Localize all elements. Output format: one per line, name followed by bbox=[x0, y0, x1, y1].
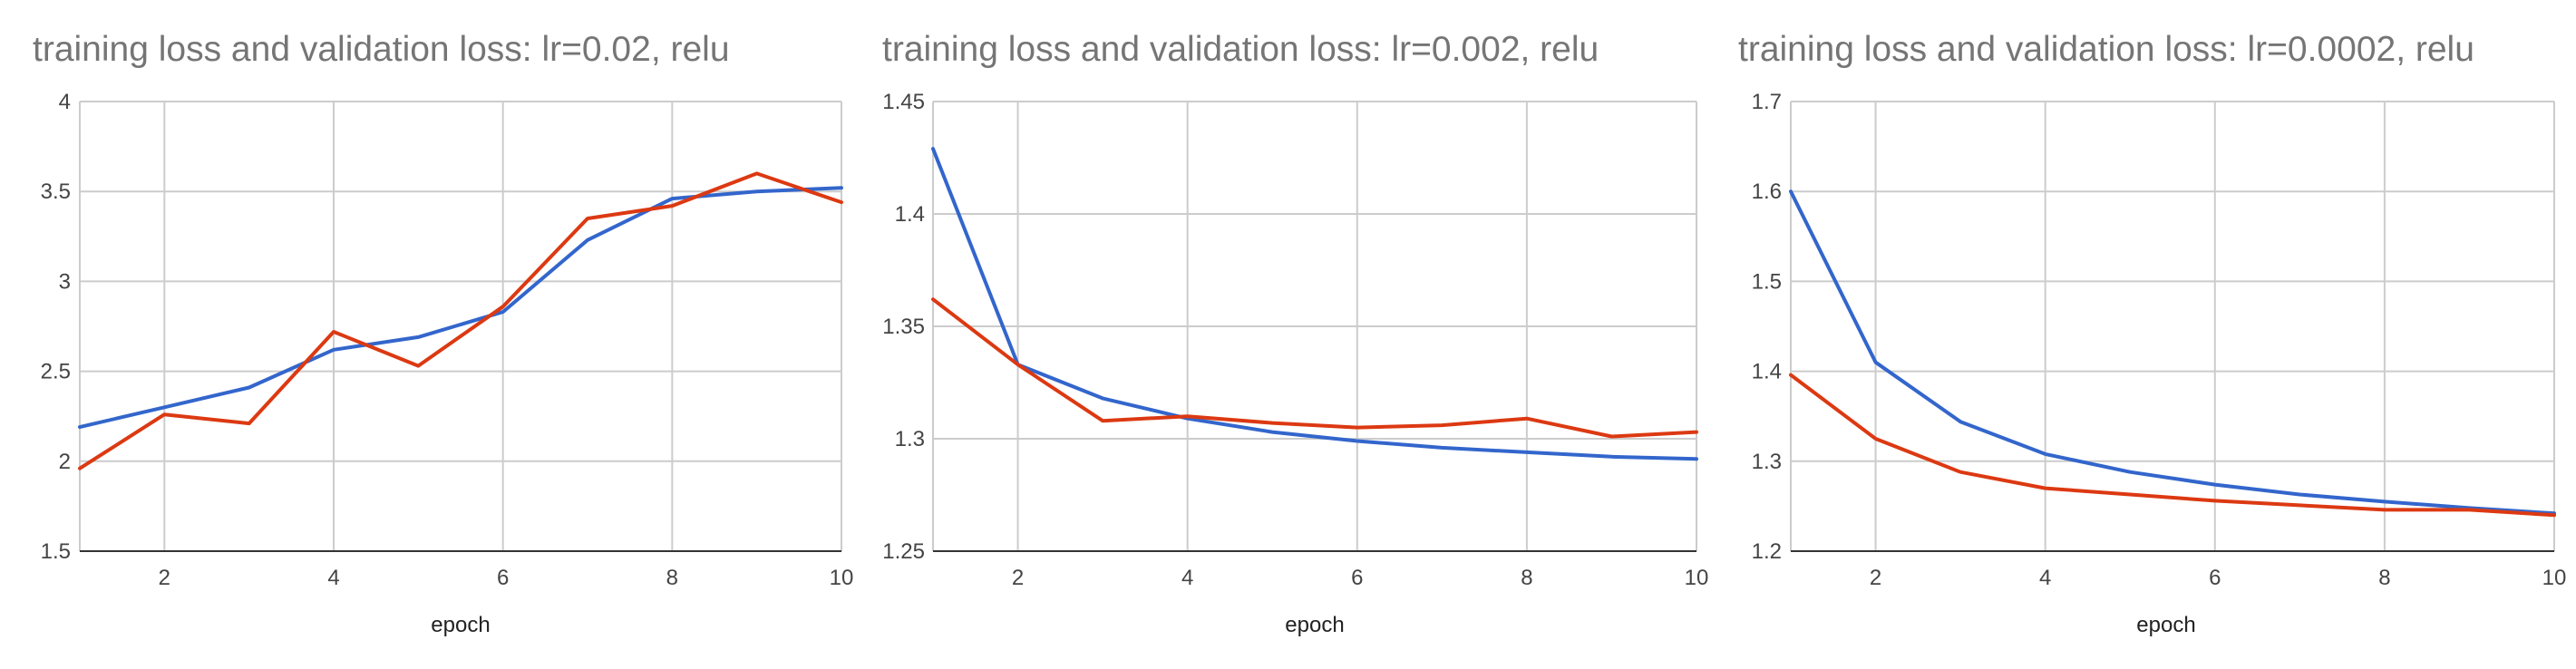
x-tick-label: 2 bbox=[159, 566, 170, 590]
chart-panel-lr-0.002: training loss and validation loss: lr=0.… bbox=[852, 0, 1709, 669]
series-layer bbox=[78, 171, 843, 470]
y-tick-label: 3.5 bbox=[41, 179, 71, 204]
grid-layer bbox=[932, 101, 1697, 552]
grid-layer bbox=[1790, 101, 2555, 552]
x-tick-label: 8 bbox=[2378, 566, 2390, 590]
tick-layer: 2 4 6 8 10 1.5 2 2.5 3 3.5 4 bbox=[41, 90, 854, 590]
x-tick-label: 10 bbox=[830, 566, 854, 590]
x-tick-label: 4 bbox=[327, 566, 339, 590]
y-tick-label: 1.7 bbox=[1752, 90, 1782, 114]
x-axis-label: epoch bbox=[1285, 613, 1344, 637]
chart-title: training loss and validation loss: lr=0.… bbox=[882, 30, 1599, 69]
y-tick-label: 1.4 bbox=[1752, 360, 1782, 384]
y-tick-label: 1.3 bbox=[895, 427, 925, 451]
series-line-validation-loss bbox=[1789, 373, 2556, 518]
y-tick-label: 2 bbox=[59, 450, 71, 474]
series-line-training-loss bbox=[1789, 189, 2556, 516]
series-layer bbox=[1789, 189, 2556, 518]
x-tick-label: 8 bbox=[666, 566, 678, 590]
x-axis-label: epoch bbox=[431, 613, 490, 637]
x-tick-label: 6 bbox=[1351, 566, 1363, 590]
y-tick-label: 1.5 bbox=[1752, 269, 1782, 294]
y-tick-label: 1.5 bbox=[41, 539, 71, 564]
chart-svg: training loss and validation loss: lr=0.… bbox=[882, 30, 1708, 637]
y-tick-label: 1.6 bbox=[1752, 179, 1782, 204]
tick-layer: 2 4 6 8 10 1.25 1.3 1.35 1.4 1.45 bbox=[882, 90, 1708, 590]
series-line-validation-loss bbox=[931, 297, 1698, 439]
series-line-validation-loss bbox=[78, 171, 843, 470]
x-tick-label: 6 bbox=[497, 566, 509, 590]
y-tick-label: 1.45 bbox=[882, 90, 925, 114]
tick-layer: 2 4 6 8 10 1.2 1.3 1.4 1.5 1.6 1.7 bbox=[1752, 90, 2567, 590]
y-tick-label: 1.2 bbox=[1752, 539, 1782, 564]
x-tick-label: 10 bbox=[1685, 566, 1709, 590]
chart-svg: training loss and validation loss: lr=0.… bbox=[1738, 30, 2567, 637]
y-tick-label: 2.5 bbox=[41, 360, 71, 384]
chart-svg: training loss and validation loss: lr=0.… bbox=[33, 30, 854, 637]
series-line-training-loss bbox=[78, 186, 843, 430]
series-layer bbox=[931, 147, 1698, 461]
x-tick-label: 8 bbox=[1521, 566, 1532, 590]
chart-title: training loss and validation loss: lr=0.… bbox=[1738, 30, 2474, 69]
y-tick-label: 1.4 bbox=[895, 202, 925, 227]
y-tick-label: 1.3 bbox=[1752, 450, 1782, 474]
y-tick-label: 1.35 bbox=[882, 315, 925, 339]
x-axis-label: epoch bbox=[2136, 613, 2195, 637]
y-tick-label: 1.25 bbox=[882, 539, 925, 564]
x-tick-label: 2 bbox=[1012, 566, 1024, 590]
chart-panel-lr-0.0002: training loss and validation loss: lr=0.… bbox=[1709, 0, 2576, 669]
x-tick-label: 10 bbox=[2542, 566, 2567, 590]
chart-title: training loss and validation loss: lr=0.… bbox=[33, 30, 730, 69]
x-tick-label: 2 bbox=[1870, 566, 1881, 590]
y-tick-label: 4 bbox=[59, 90, 71, 114]
y-tick-label: 3 bbox=[59, 269, 71, 294]
grid-layer bbox=[79, 101, 842, 552]
chart-panel-lr-0.02: training loss and validation loss: lr=0.… bbox=[0, 0, 854, 669]
x-tick-label: 4 bbox=[1181, 566, 1193, 590]
x-tick-label: 6 bbox=[2209, 566, 2221, 590]
x-tick-label: 4 bbox=[2039, 566, 2051, 590]
series-line-training-loss bbox=[931, 147, 1698, 461]
